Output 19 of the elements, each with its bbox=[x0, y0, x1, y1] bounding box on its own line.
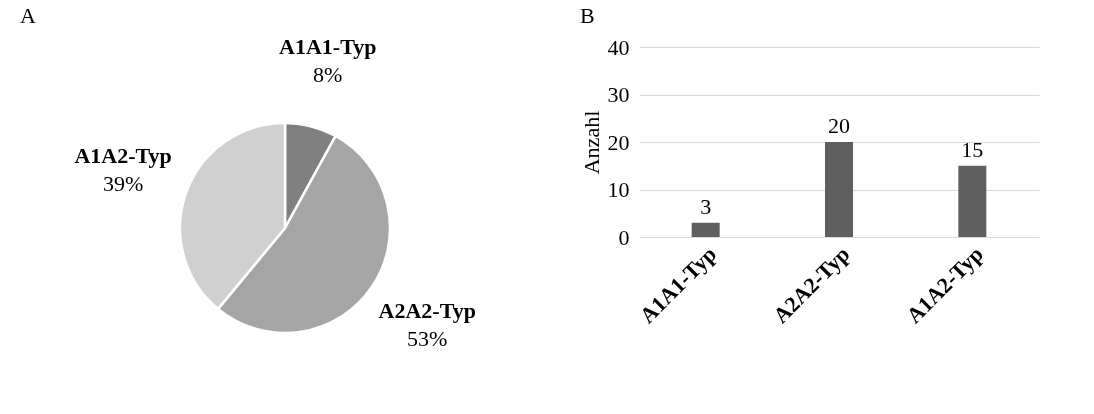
data-label: 20 bbox=[828, 113, 850, 138]
y-tick-label: 30 bbox=[607, 82, 630, 107]
bar bbox=[691, 222, 720, 237]
slice-label: A1A2-Typ bbox=[74, 142, 172, 168]
data-label: 3 bbox=[700, 193, 712, 219]
y-axis-title: Anzahl bbox=[578, 110, 604, 175]
y-tick-label: 10 bbox=[607, 177, 630, 202]
y-tick-label: 20 bbox=[607, 129, 630, 155]
chart-title: B bbox=[580, 3, 595, 28]
data-label: 8% bbox=[313, 62, 343, 88]
y-tick-label: 40 bbox=[607, 34, 630, 60]
data-label: 53% bbox=[407, 325, 448, 351]
y-tick-label: 0 bbox=[618, 224, 630, 250]
data-label: 39% bbox=[103, 170, 144, 196]
bar bbox=[825, 142, 853, 237]
slice-label: A1A1-Typ bbox=[279, 34, 377, 60]
bar bbox=[958, 165, 987, 237]
chart-title: A bbox=[20, 3, 36, 29]
data-label: 15 bbox=[961, 136, 984, 162]
